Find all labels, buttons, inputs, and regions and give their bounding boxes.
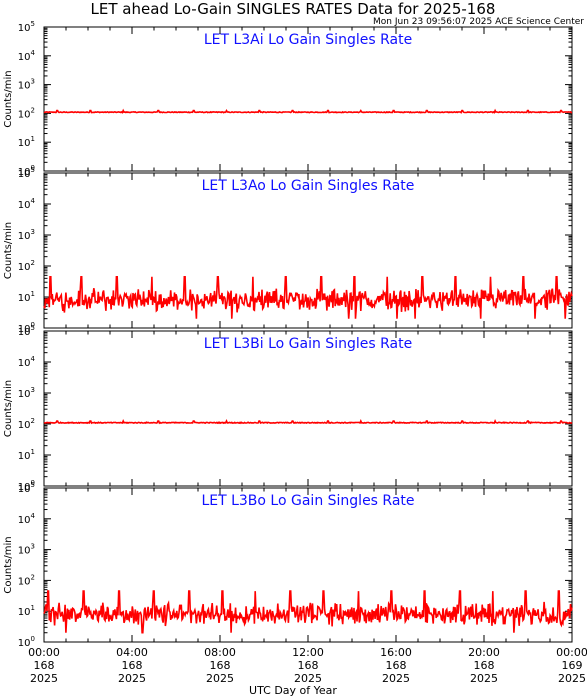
y-tick-label: 100 (18, 635, 35, 649)
y-tick-label: 100 (18, 479, 35, 493)
panel-3: 100 101 102 103 104 105 LET L3Bi Lo Gain Singl… (3, 324, 573, 493)
x-tick-year: 2025 (206, 672, 234, 685)
y-axis-label: Counts/min (3, 380, 14, 437)
figure-title: LET ahead Lo-Gain SINGLES RATES Data for… (91, 0, 496, 18)
panel-title: LET L3Bo Lo Gain Singles Rate (201, 493, 414, 509)
y-tick-label: 104 (18, 512, 36, 526)
y-tick-label: 100 (18, 321, 35, 335)
y-tick-label: 105 (18, 20, 35, 34)
x-tick-year: 2025 (382, 672, 410, 685)
x-tick-year: 2025 (558, 672, 586, 685)
panel-4: 100 101 102 103 104 105 LET L3Bo Lo Gain Singl… (3, 481, 573, 649)
series-line (43, 590, 573, 634)
panel-title: LET L3Ai Lo Gain Singles Rate (204, 32, 412, 48)
y-tick-label: 102 (18, 573, 35, 587)
y-tick-label: 104 (18, 49, 36, 63)
y-tick-label: 104 (18, 355, 36, 369)
panel-title: LET L3Bi Lo Gain Singles Rate (204, 336, 412, 352)
panel-frame (43, 330, 573, 487)
x-tick-time: 04:00 (116, 646, 148, 659)
y-tick-label: 102 (18, 417, 35, 431)
series-line (43, 418, 573, 425)
x-tick-time: 12:00 (292, 646, 324, 659)
panel-title: LET L3Ao Lo Gain Singles Rate (202, 178, 415, 194)
figure-subtitle: Mon Jun 23 09:56:07 2025 ACE Science Cen… (373, 17, 584, 27)
x-axis-label: UTC Day of Year (249, 684, 337, 697)
x-tick-time: 00:00 (28, 646, 60, 659)
x-tick-time: 16:00 (380, 646, 412, 659)
x-tick-doy: 168 (210, 659, 231, 672)
y-tick-label: 103 (18, 386, 35, 400)
panel-2: 100 101 102 103 104 105 LET L3Ao Lo Gain Singl… (3, 166, 573, 335)
y-tick-label: 105 (18, 481, 35, 495)
y-tick-label: 101 (18, 290, 35, 304)
y-tick-label: 103 (18, 543, 35, 557)
x-tick-time: 00:00 (556, 646, 587, 659)
x-tick-time: 20:00 (468, 646, 500, 659)
y-axis-label: Counts/min (3, 222, 14, 279)
series-line (43, 275, 573, 319)
y-tick-label: 102 (18, 259, 35, 273)
x-tick-doy: 168 (474, 659, 495, 672)
panel-frame (43, 26, 573, 172)
panel-1: 100 101 102 103 104 105 LET L3Ai Lo Gain Singl… (3, 20, 573, 178)
y-tick-label: 100 (18, 164, 35, 178)
x-tick-doy: 168 (34, 659, 55, 672)
x-tick-year: 2025 (118, 672, 146, 685)
x-tick-doy: 168 (298, 659, 319, 672)
y-tick-label: 101 (18, 135, 35, 149)
x-tick-year: 2025 (294, 672, 322, 685)
panels: 100 101 102 103 104 105 LET L3Ai Lo Gain Singl… (3, 20, 573, 649)
x-tick-time: 08:00 (204, 646, 236, 659)
x-tick-doy: 169 (562, 659, 583, 672)
y-tick-label: 101 (18, 604, 35, 618)
y-axis-label: Counts/min (3, 536, 14, 593)
x-tick-year: 2025 (470, 672, 498, 685)
x-tick-doy: 168 (386, 659, 407, 672)
x-tick-doy: 168 (122, 659, 143, 672)
y-tick-label: 102 (18, 106, 35, 120)
y-tick-label: 105 (18, 324, 35, 338)
y-axis-label: Counts/min (3, 70, 14, 127)
series-line (43, 108, 572, 114)
y-tick-label: 105 (18, 166, 35, 180)
y-tick-label: 104 (18, 197, 36, 211)
y-tick-label: 103 (18, 228, 35, 242)
y-tick-label: 101 (18, 448, 35, 462)
x-axis: 00:00168202504:00168202508:00168202512:0… (28, 646, 587, 685)
x-tick-year: 2025 (30, 672, 58, 685)
y-tick-label: 103 (18, 78, 35, 92)
